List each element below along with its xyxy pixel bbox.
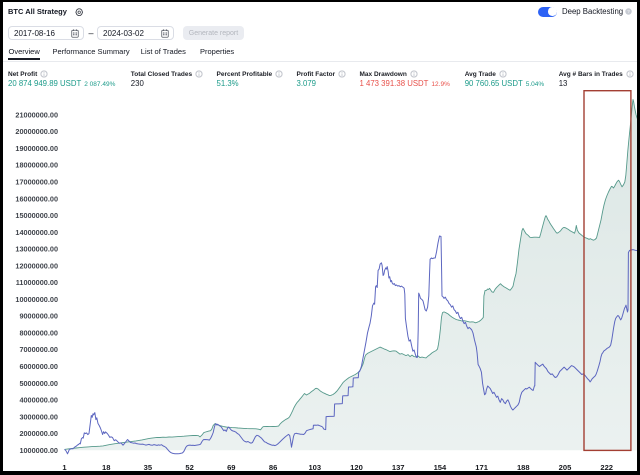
svg-text:6000000.00: 6000000.00 bbox=[19, 362, 58, 371]
svg-text:7000000.00: 7000000.00 bbox=[19, 345, 58, 354]
svg-text:13000000.00: 13000000.00 bbox=[15, 245, 58, 254]
svg-text:3000000.00: 3000000.00 bbox=[19, 412, 58, 421]
svg-text:12000000.00: 12000000.00 bbox=[15, 261, 58, 270]
svg-text:?: ? bbox=[628, 9, 631, 14]
svg-text:205: 205 bbox=[559, 463, 572, 472]
svg-text:86: 86 bbox=[269, 463, 277, 472]
svg-text:15000000.00: 15000000.00 bbox=[15, 211, 58, 220]
svg-text:21000000.00: 21000000.00 bbox=[15, 110, 58, 119]
svg-text:154: 154 bbox=[434, 463, 447, 472]
svg-text:18000000.00: 18000000.00 bbox=[15, 161, 58, 170]
svg-text:19000000.00: 19000000.00 bbox=[15, 144, 58, 153]
svg-text:35: 35 bbox=[144, 463, 153, 472]
svg-text:1000000.00: 1000000.00 bbox=[19, 446, 58, 455]
svg-text:8000000.00: 8000000.00 bbox=[19, 329, 58, 338]
svg-text:188: 188 bbox=[517, 463, 530, 472]
svg-text:171: 171 bbox=[475, 463, 488, 472]
svg-text:1: 1 bbox=[62, 463, 67, 472]
svg-text:20000000.00: 20000000.00 bbox=[15, 127, 58, 136]
svg-text:4000000.00: 4000000.00 bbox=[19, 396, 58, 405]
svg-text:18: 18 bbox=[102, 463, 110, 472]
svg-text:69: 69 bbox=[227, 463, 235, 472]
svg-text:103: 103 bbox=[308, 463, 321, 472]
svg-text:2000000.00: 2000000.00 bbox=[19, 429, 58, 438]
svg-text:52: 52 bbox=[185, 463, 193, 472]
svg-text:5000000.00: 5000000.00 bbox=[19, 379, 58, 388]
svg-text:16000000.00: 16000000.00 bbox=[15, 194, 58, 203]
svg-text:9000000.00: 9000000.00 bbox=[19, 312, 58, 321]
svg-text:17000000.00: 17000000.00 bbox=[15, 178, 58, 187]
svg-text:137: 137 bbox=[392, 463, 405, 472]
svg-text:10000000.00: 10000000.00 bbox=[15, 295, 58, 304]
svg-text:14000000.00: 14000000.00 bbox=[15, 228, 58, 237]
svg-text:11000000.00: 11000000.00 bbox=[16, 278, 58, 287]
svg-text:222: 222 bbox=[600, 463, 613, 472]
svg-text:120: 120 bbox=[350, 463, 363, 472]
